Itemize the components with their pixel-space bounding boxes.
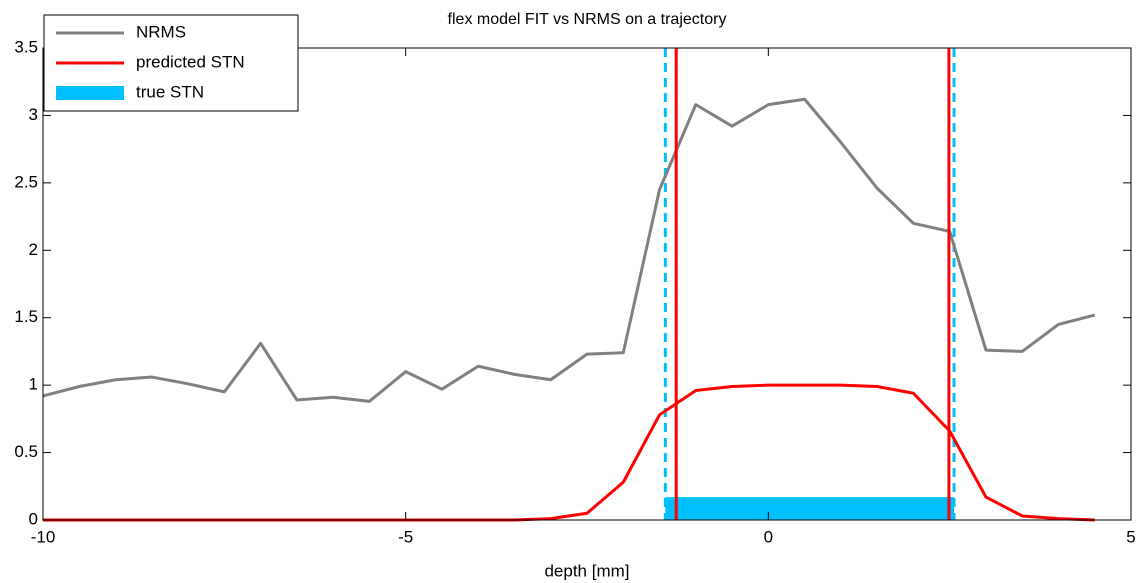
legend-label: true STN xyxy=(136,82,204,101)
plot-frame xyxy=(42,47,1132,521)
x-tick-label: -10 xyxy=(31,527,56,546)
y-tick-label: 2 xyxy=(29,240,38,259)
y-tick-label: 3.5 xyxy=(14,37,38,56)
x-tick-label: -5 xyxy=(398,527,413,546)
x-tick-label: 5 xyxy=(1126,527,1135,546)
x-tick-label: 0 xyxy=(764,527,773,546)
y-tick-label: 0 xyxy=(29,509,38,528)
true-stn-band xyxy=(665,497,955,520)
x-axis-label: depth [mm] xyxy=(544,561,629,580)
y-tick-label: 0.5 xyxy=(14,442,38,461)
legend-label: NRMS xyxy=(136,22,186,41)
y-tick-label: 3 xyxy=(29,105,38,124)
chart-title: flex model FIT vs NRMS on a trajectory xyxy=(448,11,727,28)
y-tick-label: 2.5 xyxy=(14,172,38,191)
y-tick-label: 1 xyxy=(29,375,38,394)
series-line xyxy=(42,97,1096,403)
y-tick-label: 1.5 xyxy=(14,307,38,326)
legend-label: predicted STN xyxy=(136,52,245,71)
